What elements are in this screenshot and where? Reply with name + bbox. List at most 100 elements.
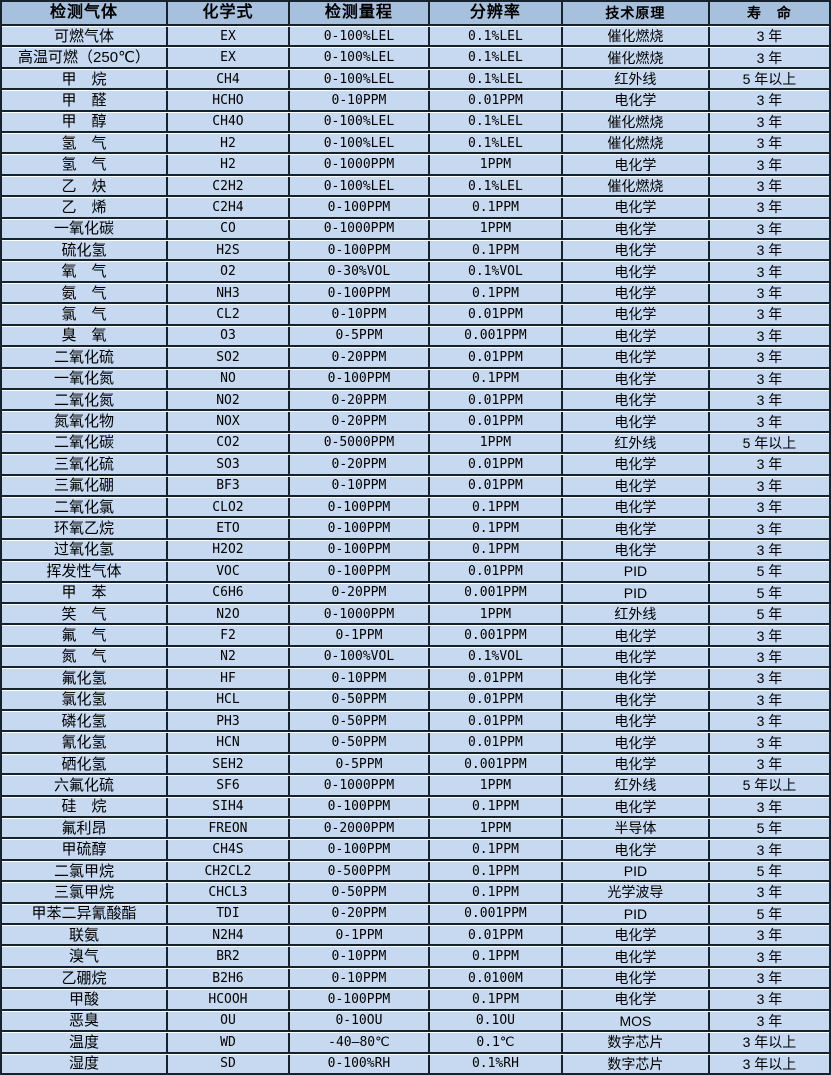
cell-range: 0-100PPM xyxy=(290,562,430,581)
cell-range: 0-100PPM xyxy=(290,540,430,560)
cell-formula: CH4 xyxy=(168,69,290,89)
cell-resolution: 0.1℃ xyxy=(430,1033,563,1052)
cell-principle: 半导体 xyxy=(563,819,710,838)
cell-range: 0-10PPM xyxy=(290,947,430,966)
cell-lifespan: 3 年 xyxy=(756,541,783,558)
cell-resolution: 0.1OU xyxy=(430,1011,563,1031)
cell-lifespan: 5 年以上 xyxy=(742,434,797,451)
table-row: 甲酸 HCOOH 0-100PPM 0.1PPM 电化学 3 年 xyxy=(2,989,829,1011)
cell-gas: 甲酸 xyxy=(2,990,168,1009)
cell-lifespan: 3 年 xyxy=(756,627,783,644)
cell-formula: C2H4 xyxy=(168,198,290,217)
cell-resolution: 0.1%LEL xyxy=(430,69,563,89)
cell-formula: O3 xyxy=(168,326,290,346)
cell-gas: 挥发性气体 xyxy=(2,562,168,581)
cell-lifespan: 3 年 xyxy=(756,156,783,173)
cell-lifespan: 3 年 xyxy=(756,691,783,708)
table-row: 氰化氢 HCN 0-50PPM 0.01PPM 电化学 3 年 xyxy=(2,732,829,754)
cell-gas: 氟利昂 xyxy=(2,819,168,838)
table-row: 甲 醇 CH4O 0-100%LEL 0.1%LEL 催化燃烧 3 年 xyxy=(2,111,829,134)
cell-resolution: 0.001PPM xyxy=(430,754,563,774)
cell-formula: NO2 xyxy=(168,390,290,410)
cell-formula: CO2 xyxy=(168,433,290,453)
cell-principle: 催化燃烧 xyxy=(563,176,710,196)
cell-range: 0-10PPM xyxy=(290,305,430,324)
cell-resolution: 0.01PPM xyxy=(430,669,563,688)
cell-lifespan: 3 年以上 xyxy=(742,1055,797,1072)
cell-resolution: 0.1PPM xyxy=(430,947,563,966)
cell-lifespan: 5 年 xyxy=(756,584,783,601)
cell-range: 0-2000PPM xyxy=(290,819,430,838)
cell-range: 0-50PPM xyxy=(290,883,430,902)
table-row: 硒化氢 SEH2 0-5PPM 0.001PPM 电化学 3 年 xyxy=(2,753,829,776)
cell-gas: 恶臭 xyxy=(2,1011,168,1031)
cell-range: 0-1000PPM xyxy=(290,776,430,795)
cell-formula: B2H6 xyxy=(168,968,290,988)
cell-principle: 电化学 xyxy=(563,669,710,688)
table-row: 磷化氢 PH3 0-50PPM 0.01PPM 电化学 3 年 xyxy=(2,711,829,733)
cell-formula: C6H6 xyxy=(168,583,290,602)
cell-range: 0-100PPM xyxy=(290,283,430,303)
cell-gas: 氧 气 xyxy=(2,262,168,281)
cell-lifespan: 3 年 xyxy=(756,991,783,1008)
cell-formula: CLO2 xyxy=(168,497,290,517)
cell-range: 0-10PPM xyxy=(290,968,430,988)
table-row: 可燃气体 EX 0-100%LEL 0.1%LEL 催化燃烧 3 年 xyxy=(2,26,829,48)
cell-range: 0-20PPM xyxy=(290,348,430,367)
cell-resolution: 1PPM xyxy=(430,219,563,239)
cell-range: 0-10OU xyxy=(290,1011,430,1031)
cell-range: 0-100%LEL xyxy=(290,27,430,46)
cell-gas: 过氧化氢 xyxy=(2,540,168,560)
cell-range: 0-5000PPM xyxy=(290,433,430,453)
cell-principle: 电化学 xyxy=(563,348,710,367)
table-row: 笑 气 N2O 0-1000PPM 1PPM 红外线 5 年 xyxy=(2,603,829,626)
cell-resolution: 0.1PPM xyxy=(430,540,563,560)
cell-gas: 甲 醇 xyxy=(2,112,168,132)
cell-principle: 电化学 xyxy=(563,626,710,645)
table-row: 二氧化氯 CLO2 0-100PPM 0.1PPM 电化学 3 年 xyxy=(2,496,829,519)
cell-gas: 可燃气体 xyxy=(2,27,168,46)
cell-resolution: 0.1PPM xyxy=(430,497,563,517)
cell-principle: 催化燃烧 xyxy=(563,27,710,46)
cell-formula: SO3 xyxy=(168,455,290,474)
cell-gas: 二氯甲烷 xyxy=(2,861,168,881)
cell-formula: SO2 xyxy=(168,348,290,367)
cell-principle: 电化学 xyxy=(563,690,710,709)
cell-range: 0-10PPM xyxy=(290,91,430,110)
cell-principle: 电化学 xyxy=(563,91,710,110)
cell-principle: 电化学 xyxy=(563,241,710,260)
table-row: 甲 苯 C6H6 0-20PPM 0.001PPM PID 5 年 xyxy=(2,582,829,604)
cell-formula: O2 xyxy=(168,262,290,281)
cell-formula: F2 xyxy=(168,626,290,645)
cell-formula: NOX xyxy=(168,412,290,431)
cell-gas: 六氟化硫 xyxy=(2,776,168,795)
cell-principle: 电化学 xyxy=(563,155,710,174)
table-row: 溴气 BR2 0-10PPM 0.1PPM 电化学 3 年 xyxy=(2,946,829,968)
cell-formula: HCHO xyxy=(168,91,290,110)
cell-lifespan: 3 年 xyxy=(756,756,783,773)
cell-gas: 甲苯二异氰酸酯 xyxy=(2,904,168,924)
cell-gas: 甲 醛 xyxy=(2,91,168,110)
cell-resolution: 0.01PPM xyxy=(430,476,563,495)
cell-formula: SEH2 xyxy=(168,754,290,774)
cell-principle: 光学波导 xyxy=(563,883,710,902)
cell-range: 0-5PPM xyxy=(290,754,430,774)
cell-lifespan: 3 年 xyxy=(756,135,783,152)
cell-gas: 温度 xyxy=(2,1033,168,1052)
cell-lifespan: 3 年 xyxy=(756,970,783,987)
table-row: 一氧化氮 NO 0-100PPM 0.1PPM 电化学 3 年 xyxy=(2,368,829,390)
cell-resolution: 0.1PPM xyxy=(430,283,563,303)
cell-range: 0-1000PPM xyxy=(290,155,430,174)
cell-principle: 红外线 xyxy=(563,604,710,624)
cell-range: 0-50PPM xyxy=(290,712,430,731)
cell-gas: 溴气 xyxy=(2,947,168,966)
cell-principle: 电化学 xyxy=(563,497,710,517)
cell-lifespan: 3 年 xyxy=(756,392,783,409)
cell-formula: H2 xyxy=(168,155,290,174)
cell-formula: H2S xyxy=(168,241,290,260)
cell-gas: 高温可燃（250℃） xyxy=(2,48,168,67)
cell-resolution: 0.1PPM xyxy=(430,519,563,538)
table-row: 氟 气 F2 0-1PPM 0.001PPM 电化学 3 年 xyxy=(2,625,829,647)
cell-gas: 氮氧化物 xyxy=(2,412,168,431)
table-row: 三氧化硫 SO3 0-20PPM 0.01PPM 电化学 3 年 xyxy=(2,454,829,476)
